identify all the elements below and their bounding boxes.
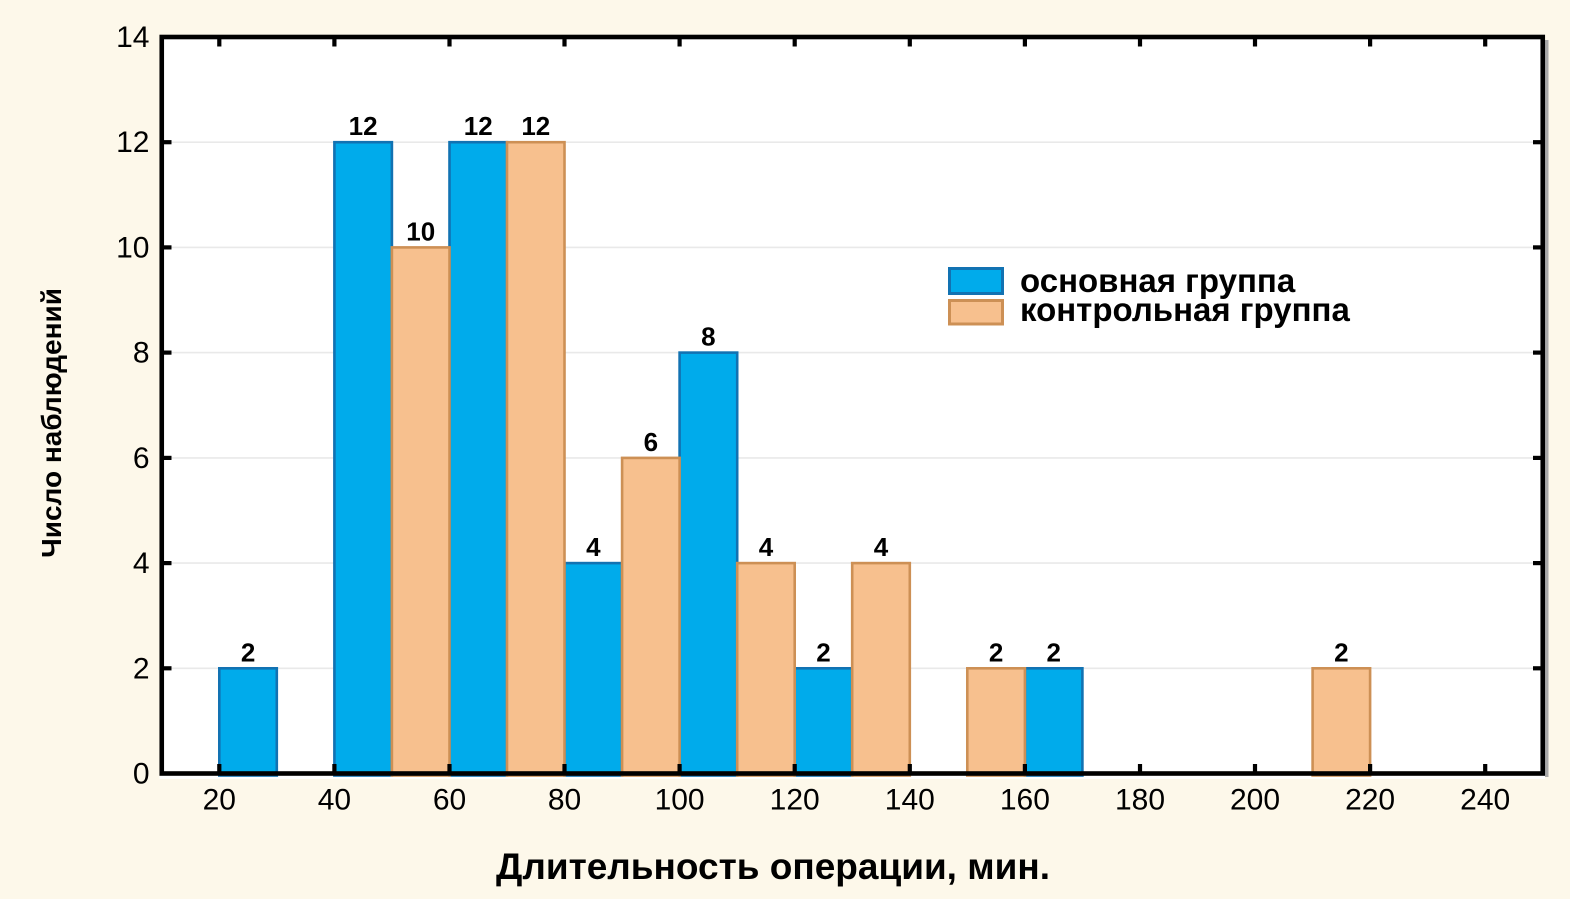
svg-text:12: 12 xyxy=(464,111,493,141)
svg-text:8: 8 xyxy=(133,337,150,370)
svg-text:4: 4 xyxy=(586,532,601,562)
svg-text:4: 4 xyxy=(133,547,150,580)
svg-text:200: 200 xyxy=(1230,784,1280,817)
svg-text:40: 40 xyxy=(318,784,351,817)
svg-text:2: 2 xyxy=(989,637,1003,667)
svg-text:4: 4 xyxy=(759,532,774,562)
svg-text:10: 10 xyxy=(406,216,435,246)
svg-text:10: 10 xyxy=(116,231,149,264)
svg-text:80: 80 xyxy=(548,784,581,817)
svg-text:2: 2 xyxy=(816,637,830,667)
svg-text:2: 2 xyxy=(1334,637,1348,667)
svg-text:8: 8 xyxy=(701,322,715,352)
svg-text:6: 6 xyxy=(644,427,658,457)
svg-text:6: 6 xyxy=(133,442,150,475)
svg-text:4: 4 xyxy=(874,532,889,562)
svg-text:140: 140 xyxy=(885,784,935,817)
svg-text:14: 14 xyxy=(116,21,149,54)
svg-text:12: 12 xyxy=(349,111,378,141)
svg-text:2: 2 xyxy=(241,637,255,667)
svg-text:240: 240 xyxy=(1460,784,1510,817)
svg-text:160: 160 xyxy=(1000,784,1050,817)
svg-text:12: 12 xyxy=(116,126,149,159)
svg-text:120: 120 xyxy=(770,784,820,817)
svg-text:0: 0 xyxy=(133,758,150,791)
svg-text:60: 60 xyxy=(433,784,466,817)
svg-text:Длительность операции, мин.: Длительность операции, мин. xyxy=(496,846,1050,887)
svg-text:контрольная группа: контрольная группа xyxy=(1020,291,1350,328)
svg-text:20: 20 xyxy=(203,784,236,817)
svg-text:220: 220 xyxy=(1345,784,1395,817)
svg-text:180: 180 xyxy=(1115,784,1165,817)
svg-text:основная группа: основная группа xyxy=(1020,262,1296,299)
svg-text:2: 2 xyxy=(133,652,150,685)
svg-text:Число наблюдений: Число наблюдений xyxy=(36,288,67,558)
svg-text:2: 2 xyxy=(1046,637,1060,667)
svg-text:12: 12 xyxy=(521,111,550,141)
svg-text:100: 100 xyxy=(655,784,705,817)
